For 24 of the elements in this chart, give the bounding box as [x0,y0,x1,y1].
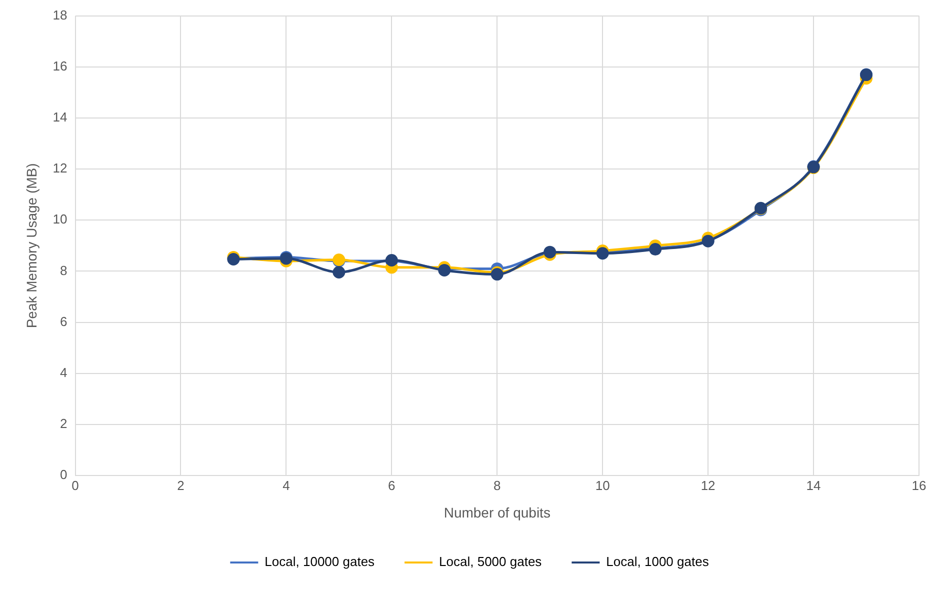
y-tick-label: 2 [60,416,68,432]
y-tick-label: 16 [52,58,68,74]
y-tick-label: 8 [60,262,68,278]
x-tick-label: 14 [806,478,821,493]
y-tick-label: 18 [52,7,68,22]
x-tick-label: 6 [388,478,396,493]
legend-label: Local, 1000 gates [606,554,710,570]
x-tick-label: 8 [494,478,501,493]
x-tick-label: 4 [282,478,290,493]
y-tick-label: 0 [60,467,68,482]
y-tick-label: 4 [60,365,68,380]
y-tick-label: 6 [60,314,68,329]
x-tick-label: 16 [912,478,926,493]
y-axis-title: Peak Memory Usage (MB) [23,163,40,328]
y-tick-label: 14 [52,110,68,125]
legend-label: Local, 10000 gates [264,554,376,570]
y-tick-label: 12 [52,160,68,176]
x-tick-label: 2 [177,478,184,493]
x-axis-title: Number of qubits [444,504,550,520]
x-tick-label: 0 [72,478,79,493]
x-tick-label: 10 [595,478,610,493]
legend-label: Local, 5000 gates [439,554,542,570]
y-tick-label: 10 [52,212,68,227]
x-tick-label: 12 [700,478,716,493]
